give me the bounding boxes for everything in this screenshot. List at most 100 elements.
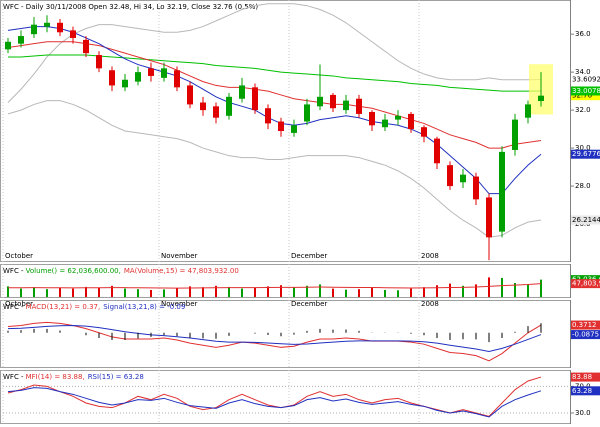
value-tag-bg [571,330,600,340]
value-tag-bg [571,279,600,289]
month-label: December [291,252,327,260]
volume-bar [540,279,542,297]
candle-body [44,22,50,27]
candle-body [395,115,401,120]
candle-body [343,100,349,111]
candle-body [356,98,362,114]
value-tag-bg [571,149,600,159]
volume-bar [267,286,269,297]
volume-bar [85,286,87,297]
volume-bar [33,287,35,297]
candle-body [486,197,492,238]
indicator-line [7,100,542,238]
candle-body [109,70,115,86]
y-tick-label: 36.0 [575,30,591,38]
panel [0,370,571,424]
volume-bar [241,288,243,297]
volume-bar [228,286,230,297]
y-tick-label: 32.0 [575,106,591,114]
indicator-line [7,321,542,362]
value-tag-bg [571,91,600,101]
indicator-line [7,387,542,418]
volume-bar [462,285,464,297]
volume-bar [280,285,282,297]
legend-entry: Signal(13,21,8) = -0.09 [103,303,185,311]
candle-body [252,87,258,111]
candle-body [421,127,427,137]
volume-bar [150,290,152,297]
volume-bar [215,285,217,297]
volume-bar [397,290,399,297]
indicator-line [7,41,542,149]
value-tag-bg [571,320,600,330]
candle-body [135,72,141,82]
value-tag: 83.88 [572,373,592,381]
candle-body [330,94,336,109]
month-label: 2008 [421,300,439,308]
indicator-line [7,283,542,289]
candle-body [304,104,310,122]
volume-bar [46,289,48,297]
candle-body [122,79,128,88]
value-tag-bg [571,215,600,225]
value-tag: 33.6092 [572,76,600,84]
candle-body [408,113,414,130]
volume-bar [293,287,295,297]
month-label: November [161,300,198,308]
month-label: 2008 [421,252,439,260]
legend-entry: RSI(15) = 63.28 [88,373,144,381]
candle-body [473,176,479,200]
value-tag-bg [571,372,600,382]
value-tag-bg [571,75,600,85]
candle-body [434,138,440,164]
value-tag: 26.2144 [572,216,600,224]
indicator-line [7,324,542,352]
candle-body [18,36,24,44]
candle-body [317,96,323,107]
month-label: December [291,300,327,308]
candle-body [239,85,245,99]
candle-body [226,96,232,116]
volume-bar [98,287,100,297]
legend-entry: MACD(13,21) = 0.37, [26,303,101,311]
candle-body [512,119,518,150]
y-tick-label: 30.0 [575,409,591,417]
y-tick-label: 34.0 [575,68,591,76]
volume-bar [124,288,126,297]
candle-body [447,165,453,187]
candle-body [70,30,76,38]
candle-body [265,108,271,124]
candle-body [525,104,531,118]
candle-body [83,39,89,54]
volume-bar [475,284,477,297]
volume-bar [59,287,61,297]
volume-bar [501,277,503,297]
volume-bar [163,289,165,297]
candle-body [460,174,466,183]
value-tag: 0.3712 [572,321,597,329]
value-tag: 32.76 [572,92,593,100]
volume-bar [137,289,139,297]
candle-body [174,70,180,88]
value-tag: 47,803,932 [572,280,600,288]
candle-body [382,119,388,128]
candle-body [200,102,206,111]
volume-bar [384,290,386,297]
value-tag-bg [571,86,600,96]
candle-body [369,112,375,126]
volume-bar [189,286,191,297]
value-tag: 63.28 [572,387,592,395]
candle-body [291,125,297,133]
legend-entry: MA(Volume,15) = 47,803,932.00 [124,267,239,275]
candle-body [278,121,284,131]
volume-bar [514,283,516,297]
panel [0,0,571,262]
volume-bar [306,285,308,297]
candle-body [5,41,11,50]
volume-bar [345,289,347,297]
legend-entry: Volume() = 62,036,600.00, [26,267,121,275]
candle-body [213,106,219,118]
panel-title: WFC - Daily 30/11/2008 Open 32.48, Hi 34… [3,3,258,11]
volume-bar [527,284,529,297]
